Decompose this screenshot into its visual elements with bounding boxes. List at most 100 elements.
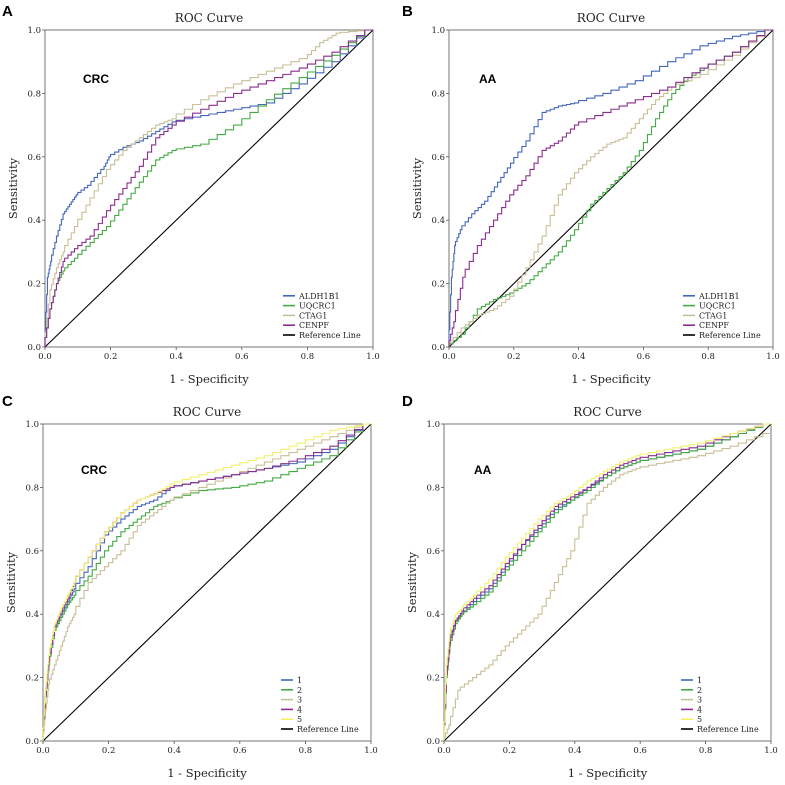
roc-panel-c: C ROC Curve 0.0 0.2 0.4 0.6 0.8 1.0 0.0 0.2 0.4 0.6… [2,393,378,780]
x-tick-label: 0.0 [36,746,50,756]
x-tick-label: 0.8 [301,352,315,362]
y-tick-label: 0.6 [25,547,39,557]
y-tick-label: 1.0 [426,420,440,430]
x-tick-label: 0.6 [633,746,647,756]
roc-curve-2 [443,423,771,741]
legend-label: 2 [297,686,302,695]
group-annotation: AA [479,72,497,86]
x-axis-label: 1 - Specificity [167,766,247,780]
y-tick-label: 0.2 [426,674,440,684]
reference-line [42,423,372,742]
x-tick-label: 1.0 [766,352,780,362]
x-tick-label: 0.8 [699,746,713,756]
legend-label: 1 [297,676,302,685]
y-tick-label: 0.6 [426,547,440,557]
y-axis-label: Sensitivity [4,551,18,613]
y-tick-label: 0.8 [431,89,445,99]
roc-curve-ctag1 [44,29,373,347]
legend-label: 1 [697,676,702,685]
x-tick-label: 0.6 [637,352,651,362]
y-tick-label: 0.0 [431,343,445,353]
y-axis-label: Sensitivity [405,551,419,613]
reference-line [443,423,772,742]
legend-label: Reference Line [697,725,759,734]
roc-curve-aldh1b1 [448,29,773,347]
legend-label: CENPF [299,321,329,330]
roc-curve-2 [42,423,371,741]
x-axis-label: 1 - Specificity [169,372,249,386]
roc-panel-a: A ROC Curve 0.0 0.2 0.4 0.6 0.8 1.0 0.0 0.2 0.4 0.6… [2,3,380,386]
roc-curve-5 [42,423,371,741]
x-tick-label: 0.4 [169,352,183,362]
legend-label: Reference Line [297,725,359,734]
legend-label: 4 [297,705,302,714]
group-annotation: CRC [81,463,107,477]
legend-label: CTAG1 [299,311,327,320]
legend-label: Reference Line [299,331,361,340]
legend-label: 2 [697,686,702,695]
x-tick-label: 1.0 [364,746,378,756]
group-annotation: CRC [83,72,109,86]
y-tick-label: 0.4 [25,610,39,620]
x-tick-label: 0.0 [442,352,456,362]
y-tick-label: 0.0 [27,343,41,353]
y-axis-label: Sensitivity [410,157,424,219]
roc-curve-3 [42,423,371,741]
x-tick-label: 1.0 [764,746,778,756]
x-tick-label: 0.8 [299,746,313,756]
legend-label: UQCRC1 [699,302,736,311]
legend-label: 5 [697,715,702,724]
y-tick-label: 0.6 [27,153,41,163]
legend-label: 4 [697,705,702,714]
chart-title: ROC Curve [175,11,243,25]
y-tick-label: 1.0 [431,26,445,36]
chart-title: ROC Curve [577,11,645,25]
x-tick-label: 1.0 [366,352,380,362]
roc-curve-cenpf [448,29,773,347]
panel-letter: C [2,393,13,410]
x-tick-label: 0.0 [38,352,52,362]
x-axis-label: 1 - Specificity [571,372,651,386]
y-tick-label: 0.0 [25,737,39,747]
roc-curve-4 [443,423,771,741]
y-tick-label: 0.4 [426,610,440,620]
x-tick-label: 0.4 [568,746,582,756]
y-tick-label: 0.4 [27,216,41,226]
panel-letter: A [2,3,13,20]
roc-curve-cenpf [44,29,373,347]
legend-label: UQCRC1 [299,302,336,311]
y-tick-label: 0.0 [426,737,440,747]
x-tick-label: 0.0 [437,746,451,756]
y-tick-label: 0.2 [25,674,39,684]
y-tick-label: 0.8 [27,89,41,99]
panel-letter: B [402,3,413,20]
x-tick-label: 0.6 [233,746,247,756]
legend-label: Reference Line [699,331,761,340]
legend-label: CTAG1 [699,311,727,320]
roc-curve-uqcrc1 [44,29,373,347]
legend-label: 3 [697,696,702,705]
roc-curve-5 [443,423,771,741]
y-tick-label: 1.0 [25,420,39,430]
roc-curve-3 [443,432,771,741]
y-tick-label: 0.2 [27,280,41,290]
x-tick-label: 0.8 [701,352,715,362]
y-axis-label: Sensitivity [6,157,20,219]
y-tick-label: 1.0 [27,26,41,36]
roc-panel-b: B ROC Curve 0.0 0.2 0.4 0.6 0.8 1.0 0.0 0.2 0.4 0.6… [402,3,780,386]
y-tick-label: 0.8 [25,483,39,493]
x-tick-label: 0.6 [235,352,249,362]
y-tick-label: 0.4 [431,216,445,226]
x-axis-label: 1 - Specificity [568,766,648,780]
x-tick-label: 0.2 [104,352,118,362]
group-annotation: AA [474,463,492,477]
roc-panel-d: D ROC Curve 0.0 0.2 0.4 0.6 0.8 1.0 0.0 0.2 0.4 0.6… [402,393,778,780]
y-tick-label: 0.2 [431,280,445,290]
y-tick-label: 0.6 [431,153,445,163]
panel-letter: D [402,393,413,410]
legend-label: ALDH1B1 [298,292,340,301]
